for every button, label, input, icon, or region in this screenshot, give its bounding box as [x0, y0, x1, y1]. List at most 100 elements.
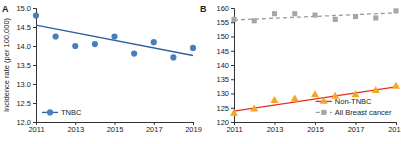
x-tick-label: 2013: [267, 125, 284, 134]
y-tick: 15.0: [16, 4, 36, 13]
y-tick-label: 15.0: [16, 4, 31, 13]
point: [272, 11, 277, 16]
y-tick: 140: [216, 61, 234, 70]
y-tick-label: 130: [216, 89, 229, 98]
x-tick-label: 2013: [67, 125, 84, 134]
y-tick-mark: [33, 122, 36, 123]
y-tick-label: 150: [216, 32, 229, 41]
y-tick-mark: [33, 8, 36, 9]
y-tick: 130: [216, 89, 234, 98]
y-tick: 14.0: [16, 42, 36, 51]
x-tick-label: 2019: [185, 125, 202, 134]
point: [333, 17, 338, 22]
y-tick-mark: [33, 65, 36, 66]
y-tick-mark: [231, 122, 234, 123]
y-axis-title: Incidence rate (per 100,000): [2, 17, 11, 112]
panel-label: A: [2, 4, 9, 14]
legend-label: All Breast cancer: [335, 108, 392, 117]
point: [353, 14, 358, 19]
point: [250, 105, 258, 112]
point: [131, 51, 137, 57]
point: [170, 54, 176, 60]
legend-marker: [321, 110, 326, 115]
x-tick-label: 2017: [146, 125, 163, 134]
y-tick: 150: [216, 32, 234, 41]
panel: 12.012.513.013.514.014.515.0201120132015…: [2, 4, 202, 134]
figure: 12.012.513.013.514.014.515.0201120132015…: [0, 0, 401, 144]
y-tick-label: 160: [216, 4, 229, 13]
y-axis-line: [231, 9, 235, 123]
x-tick-label: 2019: [388, 125, 401, 134]
y-tick: 145: [216, 47, 234, 56]
x-axis: 2011 2013 2015 2017 2019: [226, 122, 401, 134]
x-tick-label: 2015: [107, 125, 124, 134]
y-tick-mark: [231, 22, 234, 23]
y-tick-mark: [33, 84, 36, 85]
legend: Non-TNBC All Breast cancer: [316, 97, 392, 117]
point: [373, 15, 378, 20]
point: [291, 95, 299, 102]
y-tick-label: 135: [216, 75, 229, 84]
x-tick: 2017: [146, 122, 163, 134]
y-tick-mark: [33, 46, 36, 47]
y-tick: 135: [216, 75, 234, 84]
y-tick-label: 14.0: [16, 42, 31, 51]
point: [270, 96, 278, 103]
x-tick: 2011: [226, 122, 242, 134]
point: [151, 39, 157, 45]
legend-marker: [320, 97, 328, 104]
y-tick-mark: [231, 65, 234, 66]
y-tick-mark: [33, 27, 36, 28]
y-tick-mark: [231, 94, 234, 95]
y-tick: 13.5: [16, 61, 36, 70]
y-tick: 12.5: [16, 99, 36, 108]
x-tick: 2013: [67, 122, 84, 134]
y-tick-mark: [231, 8, 234, 9]
x-axis: 2011 2013 2015 2017 2019: [28, 122, 201, 134]
x-tick-label: 2017: [348, 125, 365, 134]
y-tick-mark: [231, 79, 234, 80]
plot-area: [33, 13, 196, 61]
y-tick: 125: [216, 104, 234, 113]
y-tick: 13.0: [16, 80, 36, 89]
y-tick-label: 140: [216, 61, 229, 70]
panel-label: B: [200, 4, 207, 14]
point: [72, 43, 78, 49]
point: [231, 17, 236, 22]
x-tick-label: 2015: [307, 125, 324, 134]
point: [392, 82, 400, 89]
plot-area: [230, 8, 400, 115]
y-tick-mark: [231, 51, 234, 52]
y-tick-label: 125: [216, 104, 229, 113]
legend-entry: All Breast cancer: [316, 108, 392, 117]
panel: 1201251301351401451501551602011201320152…: [200, 4, 401, 134]
point: [311, 90, 319, 97]
legend-label: TNBC: [61, 108, 82, 117]
point: [53, 33, 59, 39]
y-tick-label: 13.5: [16, 61, 31, 70]
y-tick-mark: [231, 37, 234, 38]
y-tick-label: 14.5: [16, 23, 31, 32]
point: [393, 8, 398, 13]
x-tick: 2015: [307, 122, 324, 134]
x-tick: 2019: [388, 122, 401, 134]
y-tick-label: 12.5: [16, 99, 31, 108]
y-axis: 12.012.513.013.514.014.515.0: [16, 4, 36, 127]
legend-marker: [47, 109, 53, 115]
legend: TNBC: [42, 108, 82, 117]
x-tick: 2011: [28, 122, 44, 134]
x-tick-label: 2011: [226, 125, 242, 134]
y-tick: 155: [216, 18, 234, 27]
point: [230, 109, 238, 116]
y-tick-label: 155: [216, 18, 229, 27]
legend-label: Non-TNBC: [335, 97, 372, 106]
y-axis: 120125130135140145150155160: [216, 4, 234, 127]
x-tick: 2019: [185, 122, 202, 134]
point: [92, 41, 98, 47]
point: [292, 11, 297, 16]
y-tick: 160: [216, 4, 234, 13]
point: [372, 86, 380, 93]
y-tick-label: 145: [216, 47, 229, 56]
point: [190, 45, 196, 51]
y-tick-mark: [33, 103, 36, 104]
